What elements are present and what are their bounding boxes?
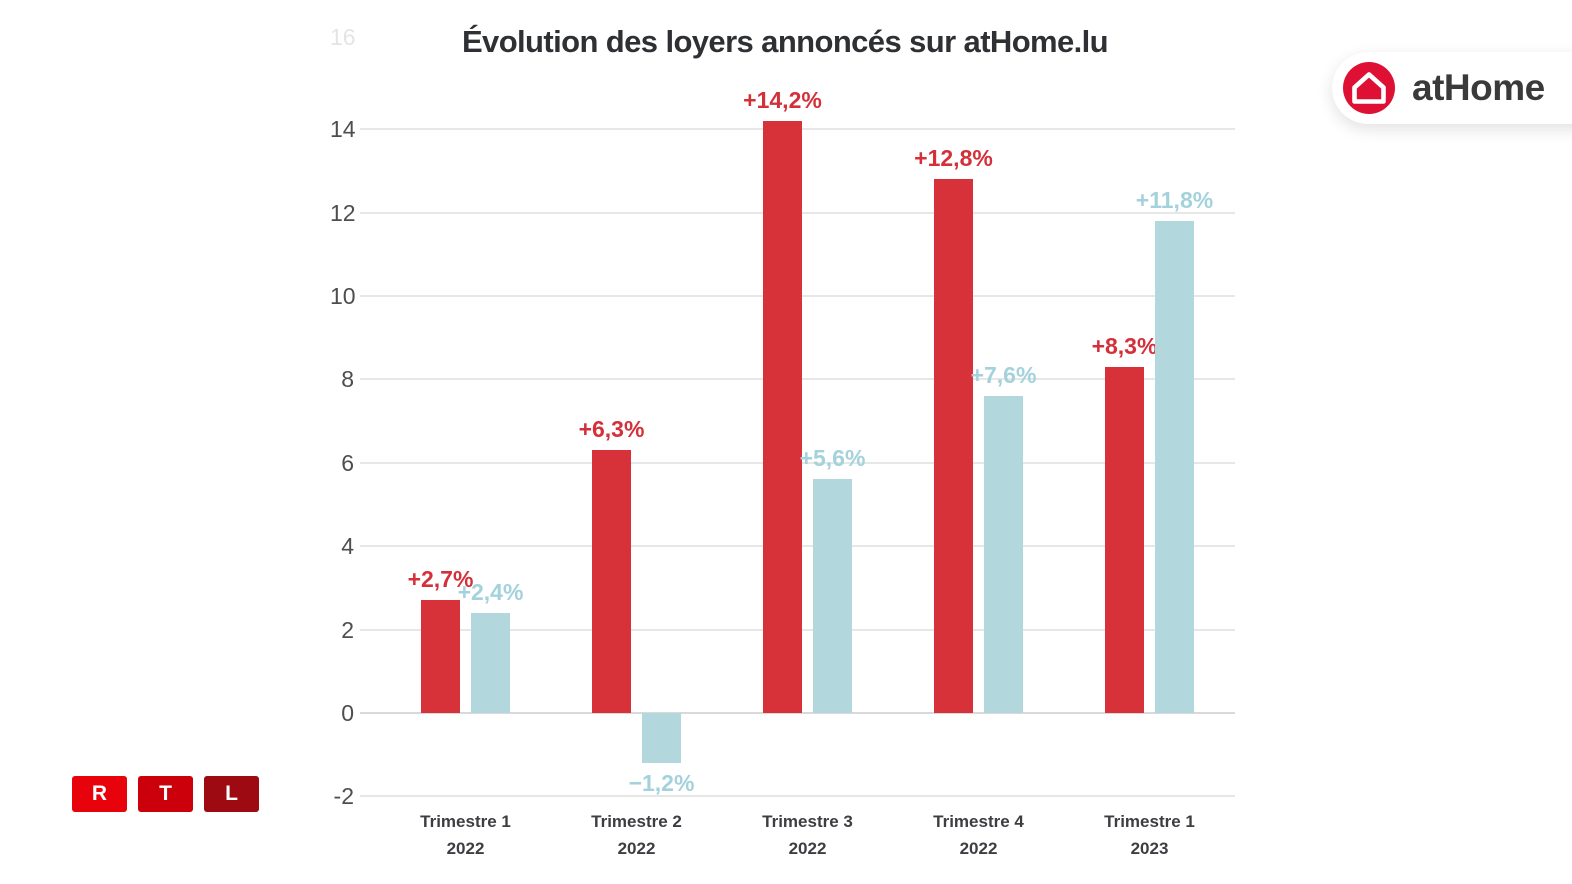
x-axis-label-4: Trimestre 4 2022 [933,808,1024,862]
x-axis-label-line2: 2023 [1130,839,1169,858]
x-axis-label-line1: Trimestre 2 [591,812,682,831]
x-axis-label-1: Trimestre 1 2022 [420,808,511,862]
x-axis-label-line1: Trimestre 4 [933,812,1024,831]
x-axis-label-line2: 2022 [617,839,656,858]
athome-logo-text: atHome [1412,67,1545,108]
bar-value-label-serie-rouge-2: +6,3% [578,416,645,443]
bar-serie-bleu-clair-1 [471,612,510,713]
bar-serie-rouge-4 [934,179,973,713]
chart-title: Évolution des loyers annoncés sur atHome… [461,24,1109,59]
bar-chart: Évolution des loyers annoncés sur atHome… [330,0,1250,884]
x-axis-label-line1: Trimestre 3 [762,812,853,831]
rtl-letter-block: L [204,776,259,812]
bar-value-label-serie-bleu-clair-4: +7,6% [970,362,1037,389]
bar-serie-rouge-5 [1105,366,1144,713]
x-axis-label-line2: 2022 [446,839,485,858]
x-axis-label-line2: 2022 [788,839,827,858]
bar-serie-bleu-clair-4 [984,396,1023,713]
bar-serie-rouge-3 [763,120,802,713]
x-axis-label-line1: Trimestre 1 [420,812,511,831]
bar-serie-bleu-clair-3 [813,479,852,713]
y-tick-label-0: 0 [341,700,354,726]
rtl-letter-block: R [72,776,127,812]
bar-serie-bleu-clair-2 [642,713,681,764]
y-tick-label--2: -2 [333,783,354,810]
athome-icon-circle [1343,62,1395,114]
y-tick-label-2: 2 [341,616,354,643]
y-tick-label-12: 12 [330,199,356,226]
y-tick-label-10: 10 [330,283,356,309]
x-axis-label-3: Trimestre 3 2022 [762,808,853,862]
bar-value-label-serie-rouge-4: +12,8% [914,145,993,172]
y-tick-label-4: 4 [341,533,354,560]
bar-value-label-serie-bleu-clair-1: +2,4% [457,578,524,605]
x-axis-label-2: Trimestre 2 2022 [591,808,682,862]
bar-value-label-serie-rouge-3: +14,2% [743,86,822,113]
athome-logo-badge: atHome [1332,52,1572,124]
bar-serie-rouge-1 [421,600,460,713]
y-tick-label-faint-top: 16 [330,24,356,50]
gridline--2 [360,795,1235,798]
x-axis-label-5: Trimestre 1 2023 [1104,808,1195,862]
x-axis-label-line1: Trimestre 1 [1104,812,1195,831]
bar-value-label-serie-bleu-clair-2: −1,2% [628,770,695,797]
x-axis-label-line2: 2022 [959,839,998,858]
bar-value-label-serie-bleu-clair-5: +11,8% [1135,186,1214,213]
bar-value-label-serie-rouge-5: +8,3% [1091,332,1158,359]
rtl-letter-block: T [138,776,193,812]
y-tick-label-14: 14 [330,116,356,143]
home-icon [1343,62,1395,114]
y-tick-label-8: 8 [341,366,354,393]
y-tick-label-6: 6 [341,449,354,476]
bar-serie-rouge-2 [592,450,631,713]
gridline-0 [360,712,1235,714]
bar-value-label-serie-bleu-clair-3: +5,6% [799,445,866,472]
bar-serie-bleu-clair-5 [1155,220,1194,713]
bar-value-label-serie-rouge-1: +2,7% [407,566,474,593]
